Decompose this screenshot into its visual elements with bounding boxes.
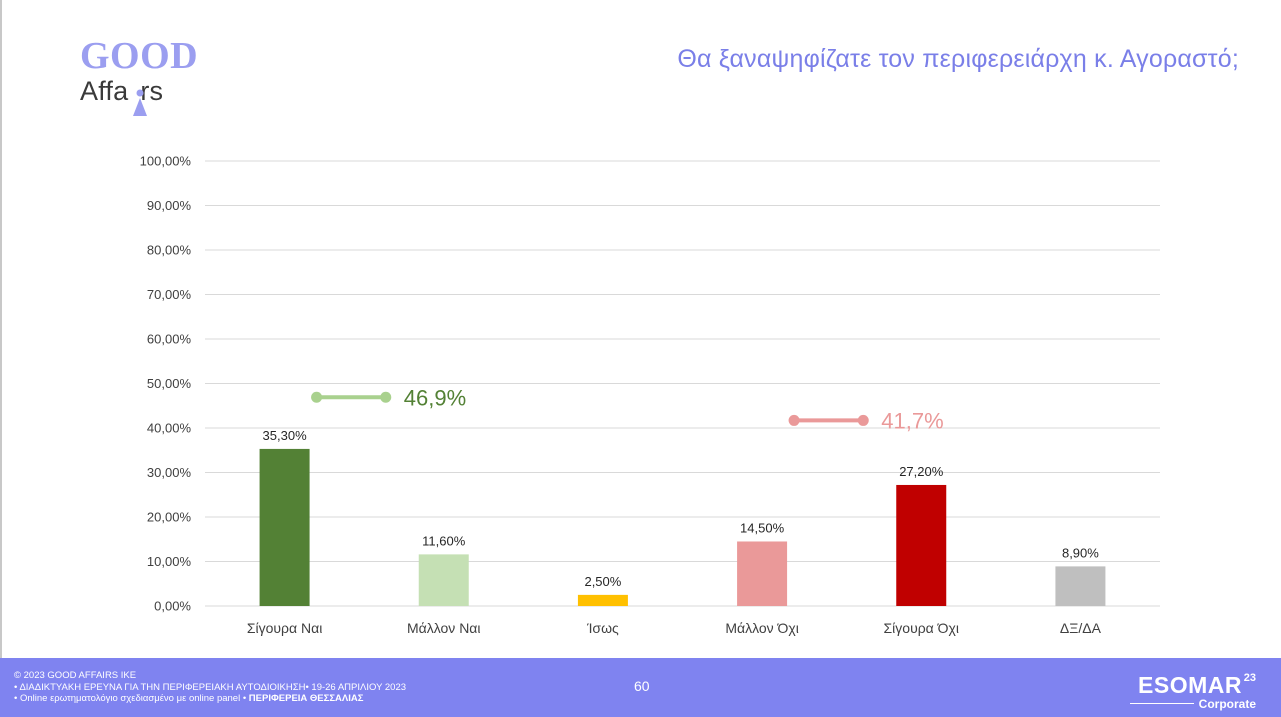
bar-value-label: 8,90%	[1062, 545, 1099, 560]
y-tick-label: 30,00%	[147, 465, 192, 480]
bar	[737, 541, 788, 606]
footer-text: © 2023 GOOD AFFAIRS IKE • ΔΙΑΔΙΚΤΥΑΚΗ ΕΡ…	[14, 670, 406, 705]
footer-copyright: © 2023 GOOD AFFAIRS IKE	[14, 670, 137, 681]
bar-value-label: 27,20%	[899, 464, 944, 479]
y-tick-label: 60,00%	[147, 332, 192, 347]
bar	[418, 554, 469, 606]
bar-value-label: 11,60%	[422, 533, 466, 548]
bars	[259, 448, 1106, 606]
y-tick-label: 0,00%	[154, 599, 191, 614]
x-category-label: Ίσως	[586, 620, 619, 636]
y-tick-label: 40,00%	[147, 421, 192, 436]
gridlines	[205, 160, 1160, 607]
bar-value-label: 2,50%	[584, 574, 621, 589]
footer-survey-info: • ΔΙΑΔΙΚΤΥΑΚΗ ΕΡΕΥΝΑ ΓΙΑ ΤΗΝ ΠΕΡΙΦΕΡΕΙΑΚ…	[14, 681, 407, 693]
footer-bar: © 2023 GOOD AFFAIRS IKE • ΔΙΑΔΙΚΤΥΑΚΗ ΕΡ…	[0, 658, 1281, 717]
y-tick-label: 90,00%	[147, 198, 192, 213]
y-tick-label: 100,00%	[140, 154, 192, 169]
bar	[1055, 566, 1106, 606]
bar	[896, 484, 947, 606]
y-axis-tick-labels: 0,00% 10,00% 20,00% 30,00% 40,00% 50,00% 60,00…	[140, 154, 192, 614]
esomar-year: 23	[1243, 672, 1256, 684]
logo-person-icon	[133, 89, 147, 116]
x-category-label: Μάλλον Ναι	[407, 620, 481, 636]
page-number: 60	[634, 678, 650, 694]
esomar-subtitle: Corporate	[1198, 697, 1256, 711]
sum-connector-dot	[380, 391, 392, 403]
esomar-name: ESOMAR	[1138, 672, 1242, 698]
esomar-logo: ESOMAR 23 Corporate	[1126, 670, 1256, 712]
x-axis-category-labels: Σίγουρα Ναι Μάλλον Ναι Ίσως Μάλλον Όχι Σίγου…	[247, 620, 1102, 636]
y-tick-label: 20,00%	[147, 510, 192, 525]
y-tick-label: 80,00%	[147, 243, 192, 258]
bar	[259, 448, 310, 606]
slide-title: Θα ξαναψηφίζατε τον περιφερειάρχη κ. Αγο…	[677, 45, 1239, 73]
sum-connector-dot	[311, 391, 323, 403]
x-category-label: Σίγουρα Όχι	[884, 620, 959, 636]
logo-good-text: GOOD	[80, 35, 199, 77]
logo-affairs-text: Affa rs	[80, 76, 163, 107]
bar	[577, 594, 628, 606]
footer-region: ΠΕΡΙΦΕΡΕΙΑ ΘΕΣΣΑΛΙΑΣ	[248, 693, 364, 704]
logo-affairs-suffix: rs	[140, 76, 164, 106]
value-labels: 35,30% 11,60% 2,50% 14,50% 27,20% 8,90%	[263, 428, 1100, 589]
sum-annotation-label: 41,7%	[881, 408, 943, 433]
x-category-label: Μάλλον Όχι	[725, 620, 799, 636]
good-affairs-logo: GOOD Affa rs	[78, 34, 208, 118]
y-tick-label: 10,00%	[147, 554, 192, 569]
x-category-label: Σίγουρα Ναι	[247, 620, 322, 636]
annotations: 46,9% 41,7%	[311, 385, 944, 433]
y-tick-label: 50,00%	[147, 376, 192, 391]
sum-annotation-label: 46,9%	[404, 385, 466, 410]
bar-value-label: 14,50%	[740, 520, 785, 535]
bar-chart: 0,00% 10,00% 20,00% 30,00% 40,00% 50,00% 60,00…	[140, 154, 1160, 636]
esomar-underline	[1130, 703, 1194, 704]
sum-connector-dot	[788, 414, 800, 426]
bar-value-label: 35,30%	[263, 428, 308, 443]
x-category-label: ΔΞ/ΔΑ	[1060, 620, 1102, 636]
footer-method: • Online ερωτηματολόγιο σχεδιασμένο με o…	[14, 693, 406, 705]
sum-connector-dot	[857, 414, 869, 426]
left-border	[0, 0, 2, 658]
y-tick-label: 70,00%	[147, 287, 192, 302]
footer-method-text: • Online ερωτηματολόγιο σχεδιασμένο με o…	[14, 693, 249, 704]
logo-affairs-prefix: Affa	[80, 76, 129, 106]
